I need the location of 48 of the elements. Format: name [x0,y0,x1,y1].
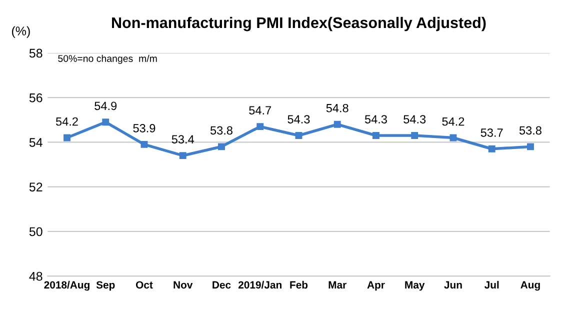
data-label: 53.4 [172,135,194,144]
x-tick-label: Mar [328,281,346,289]
x-tick-label: Jul [484,280,499,289]
y-tick-label: 50 [29,227,42,236]
data-label: 53.8 [519,126,542,135]
y-axis-title: (%) [12,26,30,38]
annotation: 50%=no changes m/m [58,54,157,64]
point [64,134,70,142]
data-label: 53.8 [210,126,232,135]
data-label: 54.3 [404,115,426,124]
point [140,140,148,148]
y-tick-label: 52 [29,182,42,192]
x-tick-label: 2018/Aug [44,280,90,291]
data-label: 54.8 [326,104,348,112]
point [256,123,264,130]
x-tick-label: Oct [136,281,153,289]
x-tick-label: Feb [290,280,308,289]
data-label: 53.7 [480,128,503,137]
y-tick-label: 54 [29,138,42,147]
x-tick-label: May [405,281,425,291]
point [218,143,225,150]
chart-title: Non-manufacturing PMI Index(Seasonally Adjusted) [112,16,486,32]
y-tick-label: 56 [29,93,42,102]
data-label: 54.2 [56,117,78,126]
point [102,118,110,126]
point [450,134,457,142]
x-tick-label: Jun [444,281,462,289]
data-label: 54.3 [288,115,310,124]
point [179,152,186,160]
data-label: 54.7 [249,106,272,115]
point [411,132,418,139]
point [526,143,534,150]
x-tick-label: Aug [520,281,540,291]
point [488,145,496,152]
x-tick-label: Sep [96,281,115,291]
data-label: 53.9 [133,124,156,132]
x-tick-label: 2019/Jan [238,280,282,289]
x-tick-label: Nov [174,281,193,289]
data-label: 54.9 [94,102,117,110]
point [372,132,380,139]
point [334,120,341,128]
x-tick-label: Apr [367,281,385,291]
x-tick-label: Dec [212,281,231,289]
y-tick-label: 48 [29,272,42,281]
y-tick-label: 58 [29,48,42,58]
data-label: 54.3 [364,115,387,124]
data-label: 54.2 [442,117,464,126]
point [295,132,302,139]
